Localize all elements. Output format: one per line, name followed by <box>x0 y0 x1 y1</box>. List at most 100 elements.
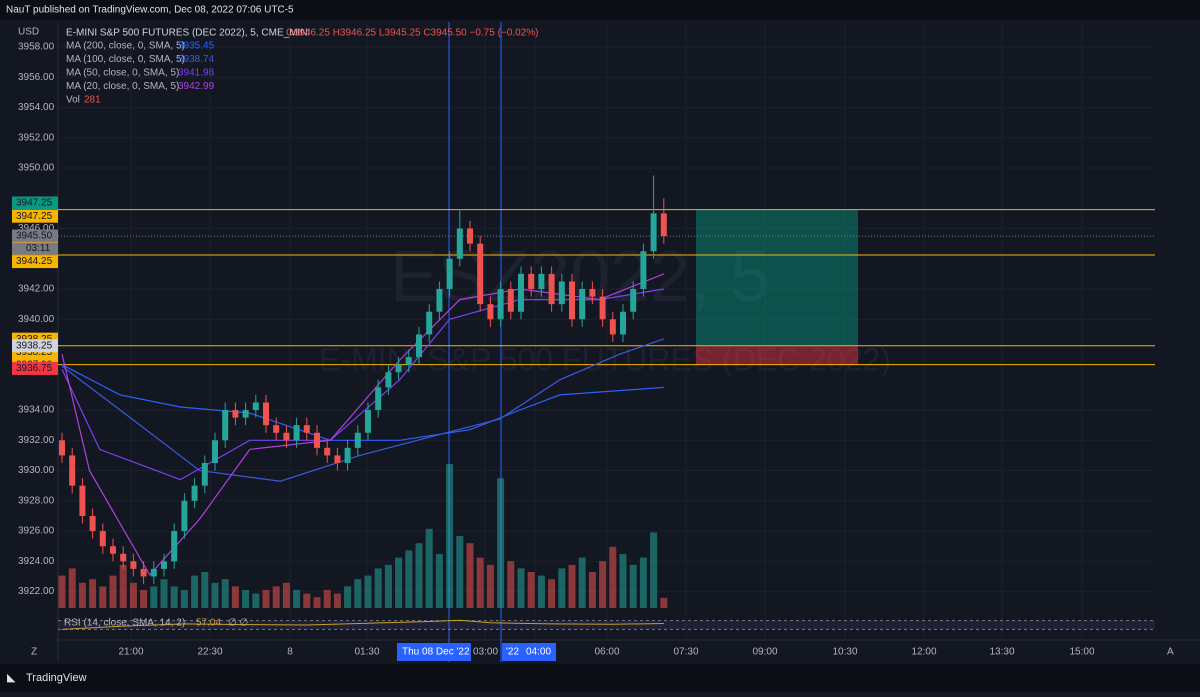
y-tick-label: 3946.00 <box>18 223 55 234</box>
legend-entry: MA (50, close, 0, SMA, 5) <box>66 68 179 79</box>
legend-vol: 281 <box>84 95 101 106</box>
x-tick-label: 22:30 <box>197 647 222 658</box>
countdown-box <box>12 242 58 255</box>
zoom-button[interactable]: Z <box>31 647 37 658</box>
price-label: 3938.25 <box>16 340 53 351</box>
volume-bar <box>313 597 321 608</box>
bottom-bar <box>0 664 1200 692</box>
volume-bar <box>456 536 464 608</box>
candle-body <box>436 289 443 312</box>
volume-bar <box>435 554 443 608</box>
volume-bar <box>201 572 209 608</box>
volume-bar <box>466 543 474 608</box>
volume-bar <box>333 593 341 608</box>
x-tick-label: 01:30 <box>354 647 379 658</box>
candle-body <box>405 357 412 365</box>
candle-body <box>110 546 116 554</box>
legend-entry: MA (200, close, 0, SMA, 5) <box>66 41 185 52</box>
volume-bar <box>303 593 311 608</box>
volume-bar <box>384 564 392 608</box>
watermark-name: E-MINI S&P 500 FUTURES (DEC 2022) <box>319 341 891 377</box>
price-label-box <box>12 339 58 353</box>
price-label: 3944.25 <box>16 256 53 267</box>
y-tick-label: 3950.00 <box>18 163 55 174</box>
candle-body <box>150 568 157 577</box>
volume-bar <box>558 568 566 608</box>
candle-body <box>222 410 229 441</box>
x-tick-label: 12:00 <box>911 647 936 658</box>
candle-body <box>232 410 239 418</box>
volume-bar <box>99 586 107 608</box>
candle-body <box>212 440 218 463</box>
legend-symbol: E-MINI S&P 500 FUTURES (DEC 2022), 5, CM… <box>66 28 310 39</box>
candle-body <box>314 432 320 448</box>
volume-bar <box>160 579 168 608</box>
candle-body <box>59 440 65 456</box>
volume-bar <box>629 564 637 608</box>
y-tick-label: 3940.00 <box>18 314 55 325</box>
crosshair-box <box>502 643 556 661</box>
price-label-box <box>12 209 58 223</box>
x-tick-label: 15:00 <box>1069 647 1094 658</box>
rsi-extra: ∅ ∅ <box>228 618 248 629</box>
volume-bar <box>415 543 423 608</box>
y-tick-label: 3942.00 <box>18 284 55 295</box>
candle-body <box>283 432 290 441</box>
volume-bar <box>486 564 494 608</box>
candle-body <box>201 462 208 486</box>
candle-body <box>477 243 484 305</box>
auto-button[interactable]: A <box>1167 647 1174 658</box>
brand: TradingView <box>26 672 87 684</box>
volume-bar <box>323 590 331 608</box>
volume-bar <box>231 586 239 608</box>
candle-body <box>99 531 106 547</box>
ma-line <box>61 364 664 441</box>
legend-ohlc: O3946.25 H3946.25 L3945.25 C3945.50 −0.7… <box>286 28 538 39</box>
candle-body <box>609 319 616 335</box>
price-label: 3947.25 <box>16 211 53 222</box>
candle-body <box>416 334 422 358</box>
volume-bar <box>639 557 647 608</box>
y-tick-label: 3956.00 <box>18 72 55 83</box>
candle-body <box>558 281 565 305</box>
rsi-line <box>61 619 664 630</box>
candle-body <box>528 273 535 290</box>
volume-bar <box>89 579 97 608</box>
legend-value: 3935.45 <box>178 41 215 52</box>
legend-vol-label: Vol <box>66 95 80 106</box>
x-tick-label: 8 <box>287 647 293 658</box>
x-tick-label: 13:30 <box>989 647 1014 658</box>
volume-bar <box>354 579 362 608</box>
volume-bar <box>140 590 148 608</box>
candle-body <box>620 311 626 335</box>
legend-value: 3938.74 <box>178 54 215 65</box>
y-tick-label: 3924.00 <box>18 556 55 567</box>
candle-body <box>161 561 167 569</box>
volume-bar <box>109 575 117 608</box>
y-tick-label: 3958.00 <box>18 42 55 53</box>
candle-body <box>589 289 596 297</box>
volume-bar <box>129 582 137 608</box>
rsi-band <box>58 620 1155 630</box>
candle-body <box>140 568 147 577</box>
candle-body <box>252 402 259 411</box>
price-label-box <box>12 196 58 210</box>
candle-body <box>375 387 382 411</box>
crosshair-label: '22 <box>506 647 519 658</box>
volume-bar <box>293 590 301 608</box>
legend-entry: MA (20, close, 0, SMA, 5) <box>66 81 179 92</box>
candle-body <box>507 289 514 312</box>
price-label: 3945.50 <box>16 231 53 242</box>
volume-bar <box>78 582 86 608</box>
volume-bar <box>527 572 535 608</box>
volume-bar <box>660 597 668 608</box>
volume-bar <box>364 575 372 608</box>
volume-bar <box>170 586 178 608</box>
volume-bar <box>425 528 433 608</box>
volume-bar <box>405 550 413 608</box>
y-tick-label: 3934.00 <box>18 405 55 416</box>
volume-bar <box>599 561 607 608</box>
price-label: 3938.25 <box>16 347 53 358</box>
candle-body <box>263 402 269 426</box>
